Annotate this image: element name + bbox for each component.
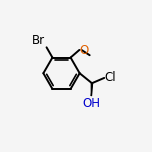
Text: Br: Br bbox=[32, 34, 45, 47]
Text: OH: OH bbox=[83, 97, 101, 110]
Text: O: O bbox=[80, 44, 89, 57]
Text: Cl: Cl bbox=[105, 71, 116, 84]
Polygon shape bbox=[91, 83, 93, 96]
